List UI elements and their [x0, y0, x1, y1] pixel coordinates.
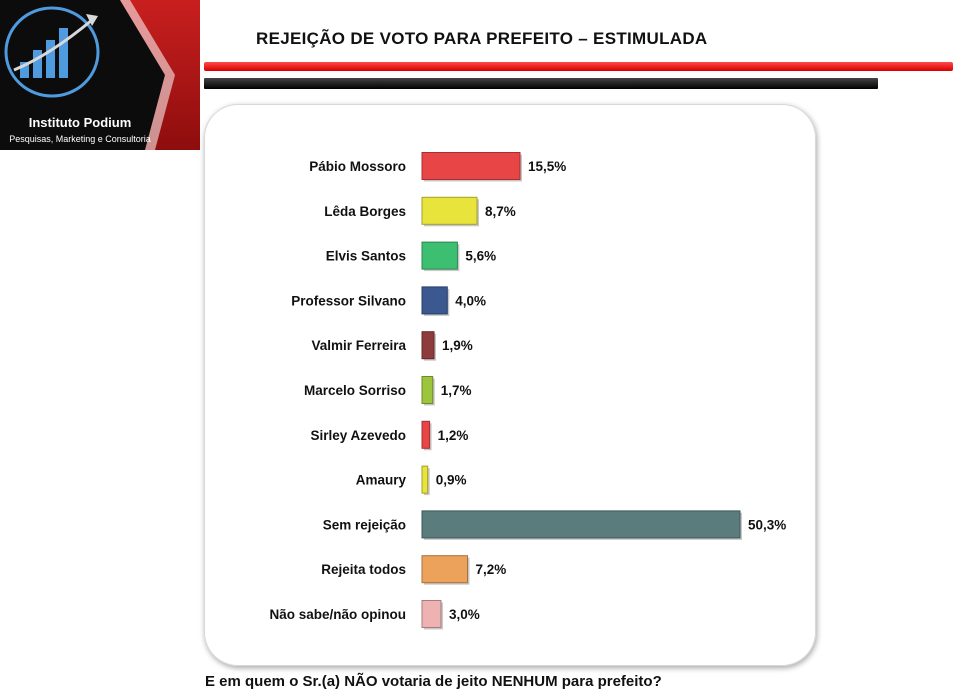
bar — [421, 376, 434, 404]
category-label: Marcelo Sorriso — [304, 383, 406, 398]
logo-name: Instituto Podium — [28, 115, 132, 130]
bar — [421, 600, 442, 628]
value-label: 1,9% — [442, 338, 473, 353]
value-label: 15,5% — [528, 159, 566, 174]
bar — [421, 331, 435, 360]
value-label: 4,0% — [455, 293, 486, 308]
bar — [421, 286, 448, 315]
bar — [421, 196, 478, 225]
category-label: Não sabe/não opinou — [269, 607, 406, 622]
category-label: Elvis Santos — [326, 249, 406, 264]
logo-background — [0, 0, 200, 150]
bar — [421, 420, 431, 449]
bar-chart: Pábio Mossoro 15,5% Lêda Borges 8,7% Elvis S… — [269, 152, 786, 630]
value-label: 1,2% — [438, 428, 469, 443]
value-label: 50,3% — [748, 517, 786, 532]
page-title: REJEIÇÃO DE VOTO PARA PREFEITO – ESTIMUL… — [256, 29, 708, 48]
category-label: Lêda Borges — [324, 204, 406, 219]
value-label: 5,6% — [465, 249, 496, 264]
survey-question: E em quem o Sr.(a) NÃO votaria de jeito … — [205, 673, 662, 690]
category-label: Professor Silvano — [291, 293, 406, 308]
category-label: Sirley Azevedo — [310, 428, 406, 443]
title-underline-red — [204, 62, 953, 71]
value-label: 7,2% — [476, 562, 507, 577]
chart-panel — [204, 104, 816, 666]
value-label: 3,0% — [449, 607, 480, 622]
category-label: Pábio Mossoro — [309, 159, 406, 174]
category-label: Amaury — [356, 473, 407, 488]
bar — [421, 152, 521, 180]
bar — [421, 465, 429, 494]
bar — [421, 510, 741, 539]
category-label: Valmir Ferreira — [311, 338, 406, 353]
category-label: Sem rejeição — [323, 517, 406, 532]
title-underline-black — [204, 78, 878, 89]
logo-tagline: Pesquisas, Marketing e Consultoria — [9, 134, 151, 144]
value-label: 1,7% — [441, 383, 472, 398]
category-label: Rejeita todos — [321, 562, 406, 577]
value-label: 0,9% — [436, 473, 467, 488]
bar — [421, 555, 469, 584]
bar — [421, 241, 458, 270]
institute-logo: Instituto Podium Pesquisas, Marketing e … — [0, 0, 200, 150]
value-label: 8,7% — [485, 204, 516, 219]
